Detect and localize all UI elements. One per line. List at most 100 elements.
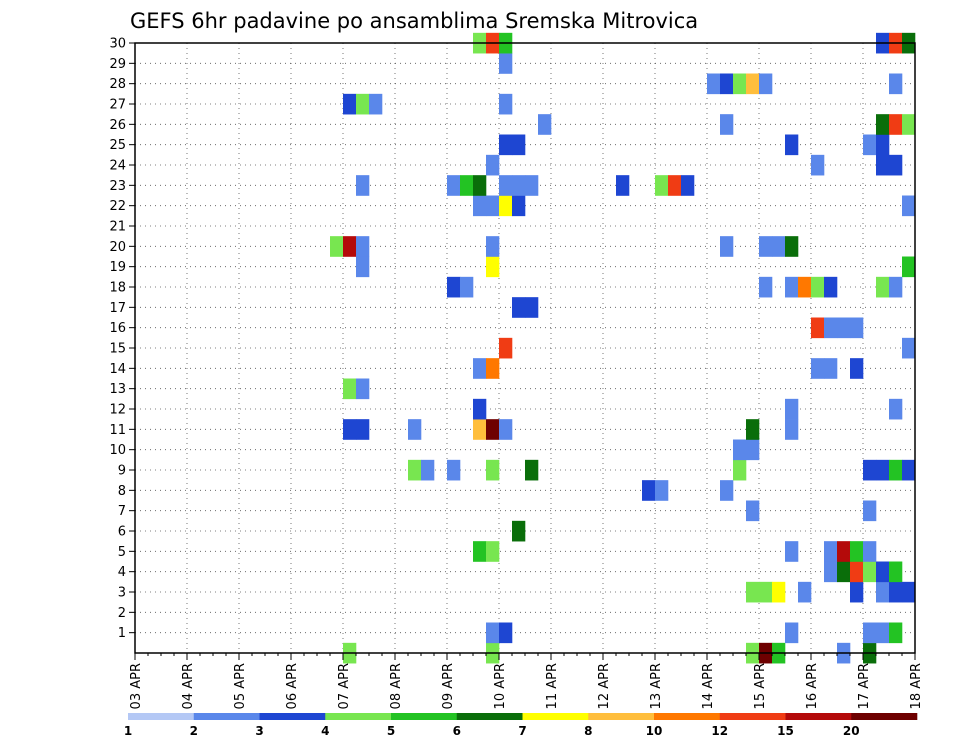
heatmap-cell xyxy=(499,134,513,156)
y-tick-label: 16 xyxy=(109,321,126,336)
y-tick-label: 10 xyxy=(109,443,126,458)
legend-swatch xyxy=(193,713,260,720)
heatmap-cell xyxy=(837,541,851,562)
heatmap-cell xyxy=(746,73,760,95)
y-tick-label: 30 xyxy=(109,37,126,52)
heatmap-cell xyxy=(356,236,370,257)
y-tick-label: 6 xyxy=(118,525,126,540)
heatmap-cell xyxy=(824,276,838,298)
heatmap-cell xyxy=(876,114,890,135)
heatmap-cell xyxy=(746,439,760,461)
legend-swatch xyxy=(654,713,721,720)
heatmap-cell xyxy=(824,358,838,379)
legend-swatch xyxy=(391,713,458,720)
x-tick-label: 04 APR xyxy=(181,663,196,709)
heatmap-cell xyxy=(798,276,812,298)
y-tick-label: 8 xyxy=(118,484,126,499)
legend-label: 2 xyxy=(190,724,198,738)
heatmap-cell xyxy=(746,581,760,603)
x-tick-label: 12 APR xyxy=(597,663,612,709)
heatmap-cell xyxy=(785,622,799,644)
heatmap-cell xyxy=(785,134,799,156)
y-tick-label: 17 xyxy=(109,301,126,316)
y-tick-label: 12 xyxy=(109,403,126,418)
legend-label: 6 xyxy=(453,724,461,738)
legend-label: 1 xyxy=(124,724,132,738)
x-tick-label: 07 APR xyxy=(337,663,352,709)
heatmap-cell xyxy=(863,561,877,583)
legend-swatch xyxy=(588,713,655,720)
y-tick-label: 14 xyxy=(109,362,126,377)
heatmap-cell xyxy=(655,175,669,196)
heatmap-cell xyxy=(733,459,747,481)
heatmap-cell xyxy=(499,195,513,217)
heatmap-cell xyxy=(486,541,500,562)
heatmap-cell xyxy=(876,134,890,156)
legend-swatch xyxy=(719,713,786,720)
heatmap-cell xyxy=(525,297,539,318)
heatmap-cell xyxy=(889,73,903,95)
heatmap-cell xyxy=(538,114,552,135)
y-tick-label: 7 xyxy=(118,504,126,519)
heatmap-cell xyxy=(785,398,799,420)
heatmap-cell xyxy=(486,419,500,440)
heatmap-cell xyxy=(499,175,513,196)
heatmap-cell xyxy=(824,541,838,562)
heatmap-cell xyxy=(759,236,773,257)
heatmap-cell xyxy=(772,581,786,603)
heatmap-cell xyxy=(343,419,357,440)
heatmap-cell xyxy=(447,276,461,298)
heatmap-cell xyxy=(616,175,630,196)
heatmap-cell xyxy=(759,581,773,603)
heatmap-cell xyxy=(369,93,383,115)
heatmap-cell xyxy=(746,500,760,522)
heatmap-cell xyxy=(356,175,370,196)
heatmap-cell xyxy=(863,500,877,522)
heatmap-cell xyxy=(486,358,500,379)
heatmap-cell xyxy=(512,297,526,318)
x-axis-ticks: 03 APR 04 APR 05 APR 06 APR 07 APR 08 APR 09 A… xyxy=(129,653,924,709)
heatmap-cell xyxy=(473,541,487,562)
y-tick-label: 15 xyxy=(109,342,126,357)
heatmap-cell xyxy=(343,236,357,257)
heatmap-cell xyxy=(486,622,500,644)
heatmap-cell xyxy=(486,154,500,176)
heatmap-cell xyxy=(486,195,500,217)
x-tick-label: 17 APR xyxy=(857,663,872,709)
heatmap-cell xyxy=(863,134,877,156)
heatmap-cell xyxy=(850,581,864,603)
heatmap-cell xyxy=(824,561,838,583)
y-tick-label: 3 xyxy=(118,586,126,601)
heatmap-cells xyxy=(330,32,916,664)
heatmap-cell xyxy=(863,622,877,644)
heatmap-cell xyxy=(642,480,656,501)
heatmap-cell xyxy=(889,622,903,644)
heatmap-cell xyxy=(356,378,370,400)
heatmap-cell xyxy=(824,317,838,339)
heatmap-cell xyxy=(902,256,916,278)
heatmap-cell xyxy=(499,622,513,644)
heatmap-cell xyxy=(837,317,851,339)
heatmap-cell xyxy=(811,154,825,176)
heatmap-cell xyxy=(902,459,916,481)
heatmap-cell xyxy=(759,73,773,95)
heatmap-cell xyxy=(421,459,435,481)
y-tick-label: 26 xyxy=(109,118,126,133)
heatmap-cell xyxy=(772,236,786,257)
heatmap-cell xyxy=(876,276,890,298)
heatmap-cell xyxy=(447,459,461,481)
x-tick-label: 09 APR xyxy=(441,663,456,709)
legend-label: 8 xyxy=(584,724,592,738)
heatmap-cell xyxy=(889,276,903,298)
heatmap-cell xyxy=(850,358,864,379)
heatmap-cell xyxy=(733,439,747,461)
legend-swatch xyxy=(456,713,523,720)
legend-label: 20 xyxy=(843,724,860,738)
y-axis-ticks: 1234567891011121314151617181920212223242… xyxy=(109,37,135,641)
legend-label: 4 xyxy=(321,724,329,738)
heatmap-cell xyxy=(681,175,695,196)
heatmap-cell xyxy=(811,358,825,379)
x-tick-label: 16 APR xyxy=(805,663,820,709)
heatmap-cell xyxy=(720,114,734,135)
heatmap-cell xyxy=(473,358,487,379)
